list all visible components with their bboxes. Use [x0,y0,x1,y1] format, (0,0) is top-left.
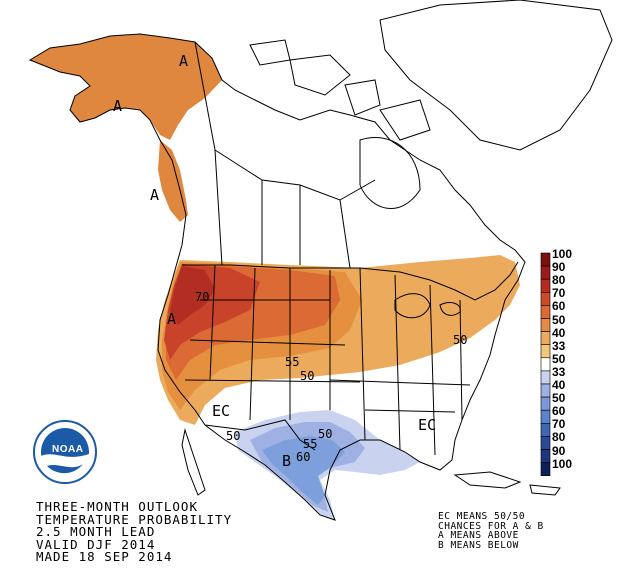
legend-label: 33 [552,338,566,353]
note-chances: CHANCES FOR A & B [438,520,544,532]
legend-swatch [540,357,551,372]
legend-swatch [540,370,551,385]
legend-swatch [540,291,551,306]
legend-swatch [540,265,551,280]
legend-label: 60 [552,299,566,314]
contour-50-plains: 50 [300,369,315,383]
legend-swatch [540,252,551,267]
label-above-northwest: A [167,310,177,328]
label-above-alaska-north: A [179,52,189,70]
boundaries [28,0,613,521]
alaska-above-area [30,34,222,140]
caption-subtitle: TEMPERATURE PROBABILITY [36,511,233,527]
label-above-panhandle: A [150,186,160,204]
legend-label: 70 [552,417,566,432]
contour-50-southwest: 50 [226,429,241,443]
caption-valid: VALID DJF 2014 [36,536,156,552]
northwest-above-70 [170,266,215,325]
contour-60-texas: 60 [296,450,311,464]
legend-label: 70 [552,286,566,301]
legend-label: 50 [552,391,566,406]
legend-swatch [540,278,551,293]
noaa-logo [33,420,97,484]
legend-label: 33 [552,364,566,379]
label-above-alaska-west: A [113,97,123,115]
legend-label: 100 [552,247,573,261]
legend-swatch [540,383,551,398]
caption-lead: 2.5 MONTH LEAD [36,524,156,539]
legend-label: 80 [552,430,566,445]
legend-swatch [540,344,551,359]
legend-swatch [540,318,551,332]
contour-50-texas: 50 [318,427,333,441]
legend-swatch [540,305,551,319]
legend-swatch [540,409,551,424]
legend-swatch [540,449,551,463]
outlook-caption: THREE-MONTH OUTLOOK TEMPERATURE PROBABIL… [36,499,233,564]
contour-55-texas: 55 [303,437,318,451]
legend-label: 60 [552,404,566,419]
label-ec-southwest: EC [212,402,231,420]
contour-50-northeast: 50 [453,333,468,347]
noaa-logo-text: NOAA [52,444,84,455]
panhandle-above-area [158,140,188,222]
legend-color-bar [540,252,551,477]
legend-swatch [540,436,551,450]
label-below-gulf: B [282,452,292,470]
legend-label: 40 [552,378,566,392]
south-below-50 [262,436,345,505]
legend-label: 90 [552,260,566,275]
legend-label: 50 [552,351,566,366]
note-ec: EC MEANS 50/50 [438,511,526,522]
legend-swatch [540,331,551,346]
legend-swatch [540,422,551,437]
label-ec-southeast: EC [418,416,437,434]
caption-made: MADE 18 SEP 2014 [36,549,173,564]
legend-label: 50 [552,312,566,327]
caption-title: THREE-MONTH OUTLOOK [36,499,198,514]
legend-label: 100 [552,456,573,471]
legend-swatch [540,462,551,477]
legend-label: 90 [552,443,566,458]
contour-70-northwest: 70 [195,290,210,304]
legend-swatch [540,396,551,411]
legend-label: 40 [552,325,566,340]
note-above: A MEANS ABOVE [438,530,519,541]
legend-label: 80 [552,273,566,288]
contour-55-plains: 55 [285,355,300,369]
legend-note: EC MEANS 50/50 CHANCES FOR A & B A MEANS… [438,512,544,550]
note-below: B MEANS BELOW [438,539,519,551]
